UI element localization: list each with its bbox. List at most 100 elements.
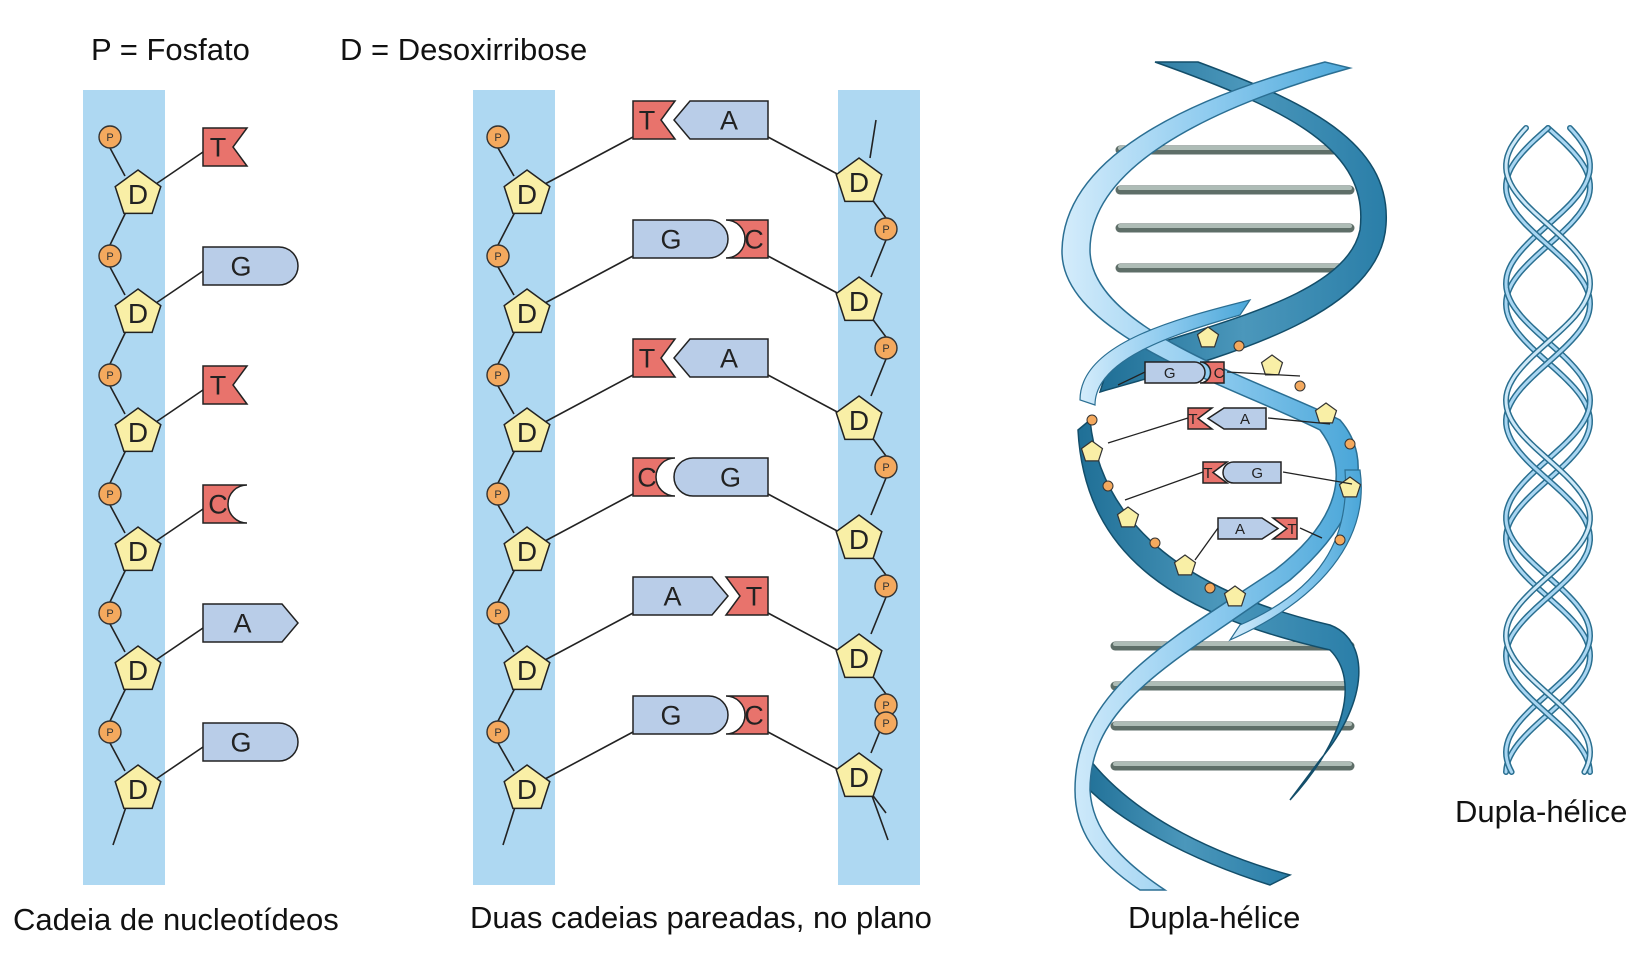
base-A: A [632, 576, 729, 616]
backbone-bond [497, 568, 516, 603]
base-G: G [632, 695, 729, 735]
base-letter: T [1203, 465, 1212, 482]
backbone-bond [497, 211, 516, 246]
glycosidic-bond [155, 389, 204, 423]
phosphate-letter: P [106, 132, 113, 144]
base-T: T [1202, 461, 1230, 484]
base-shape [1222, 461, 1282, 484]
backbone-bond [497, 504, 515, 534]
base-letter: T [1188, 411, 1197, 428]
backbone-bond [109, 742, 126, 772]
sugar-letter: D [128, 417, 148, 448]
glycosidic-bond [155, 270, 204, 304]
sugar-letter: D [849, 286, 869, 317]
glycosidic-bond [767, 255, 842, 296]
legend-deoxyribose: D = Desoxirribose [340, 32, 587, 67]
phosphate-circle [98, 244, 122, 268]
phosphate-circle [874, 711, 898, 735]
double-helix-panel: G C T A T G A T [1061, 61, 1387, 891]
base-A: A [673, 338, 769, 378]
glycosidic-bond [767, 136, 842, 177]
phosphate-group: P [874, 217, 898, 241]
callout-line [1107, 417, 1189, 444]
helix-phosphate [1294, 380, 1306, 392]
base-letter: C [744, 701, 764, 731]
deoxyribose-sugar: D [114, 526, 162, 572]
phosphate-group: P [486, 363, 510, 387]
base-T: T [1187, 407, 1215, 430]
helix-phosphate [1233, 340, 1245, 352]
base-shape [202, 246, 299, 286]
glycosidic-bond [767, 374, 842, 415]
base-C: C [632, 457, 676, 497]
backbone-bond [109, 623, 126, 653]
deoxyribose-sugar: D [114, 645, 162, 691]
base-G: G [673, 457, 769, 497]
base-letter: A [1235, 521, 1245, 538]
backbone-tail [502, 806, 516, 846]
glycosidic-bond [544, 612, 634, 661]
sugar-pentagon [835, 633, 883, 679]
callout-line [1226, 371, 1301, 377]
caption-double-helix-small: Dupla-hélice [1455, 794, 1627, 829]
base-shape [202, 722, 299, 762]
base-shape [1144, 361, 1206, 384]
deoxyribose-sugar: D [503, 169, 551, 215]
sugar-letter: D [128, 536, 148, 567]
phosphate-letter: P [882, 343, 889, 355]
sugar-letter: D [517, 417, 537, 448]
glycosidic-bond [544, 493, 634, 542]
helix-phosphate [1334, 534, 1346, 546]
base-shape [1206, 407, 1267, 430]
backbone-tail [112, 806, 127, 846]
base-letter: C [208, 490, 228, 520]
base-shape [632, 457, 676, 497]
glycosidic-bond [544, 731, 634, 780]
base-letter: T [1287, 521, 1296, 538]
phosphate-group: P [486, 720, 510, 744]
sugar-letter: D [128, 179, 148, 210]
backbone-bond [870, 358, 887, 397]
sugar-pentagon [503, 169, 551, 215]
caption-single-chain: Cadeia de nucleotídeos [13, 902, 339, 937]
backbone-head [869, 119, 877, 159]
helix-phosphate [1086, 414, 1098, 426]
base-A: A [1206, 407, 1267, 430]
base-letter: G [230, 728, 251, 758]
phosphate-letter: P [882, 718, 889, 730]
glycosidic-bond [544, 374, 634, 423]
backbone-bond [109, 568, 127, 603]
base-shape [673, 338, 769, 378]
sugar-pentagon [835, 395, 883, 441]
sugar-pentagon [114, 764, 162, 810]
base-G: G [202, 722, 299, 762]
sugar-letter: D [849, 524, 869, 555]
phosphate-letter: P [494, 608, 501, 620]
sugar-pentagon [503, 764, 551, 810]
base-shape [725, 695, 769, 735]
base-T: T [202, 365, 249, 405]
helix-strand-back [1098, 61, 1387, 394]
callout-line [1299, 527, 1323, 539]
sugar-pentagon [503, 288, 551, 334]
base-shape [202, 603, 299, 643]
base-T: T [632, 338, 677, 378]
phosphate-circle [486, 720, 510, 744]
legend-phosphate: P = Fosfato [91, 32, 250, 67]
helix-sugar [1173, 554, 1197, 576]
callout-line [1117, 371, 1146, 386]
phosphate-circle [98, 363, 122, 387]
phosphate-letter: P [494, 370, 501, 382]
base-letter: G [720, 463, 741, 493]
phosphate-group: P [874, 336, 898, 360]
phosphate-group: P [874, 711, 898, 735]
phosphate-group: P [98, 244, 122, 268]
helix-sugar [1260, 354, 1284, 376]
backbone-bond [109, 211, 127, 246]
sugar-pentagon [503, 526, 551, 572]
phosphate-circle [874, 574, 898, 598]
backbone-bond [497, 742, 515, 772]
backbone-tail [870, 792, 889, 841]
sugar-letter: D [517, 655, 537, 686]
base-C: C [725, 695, 769, 735]
